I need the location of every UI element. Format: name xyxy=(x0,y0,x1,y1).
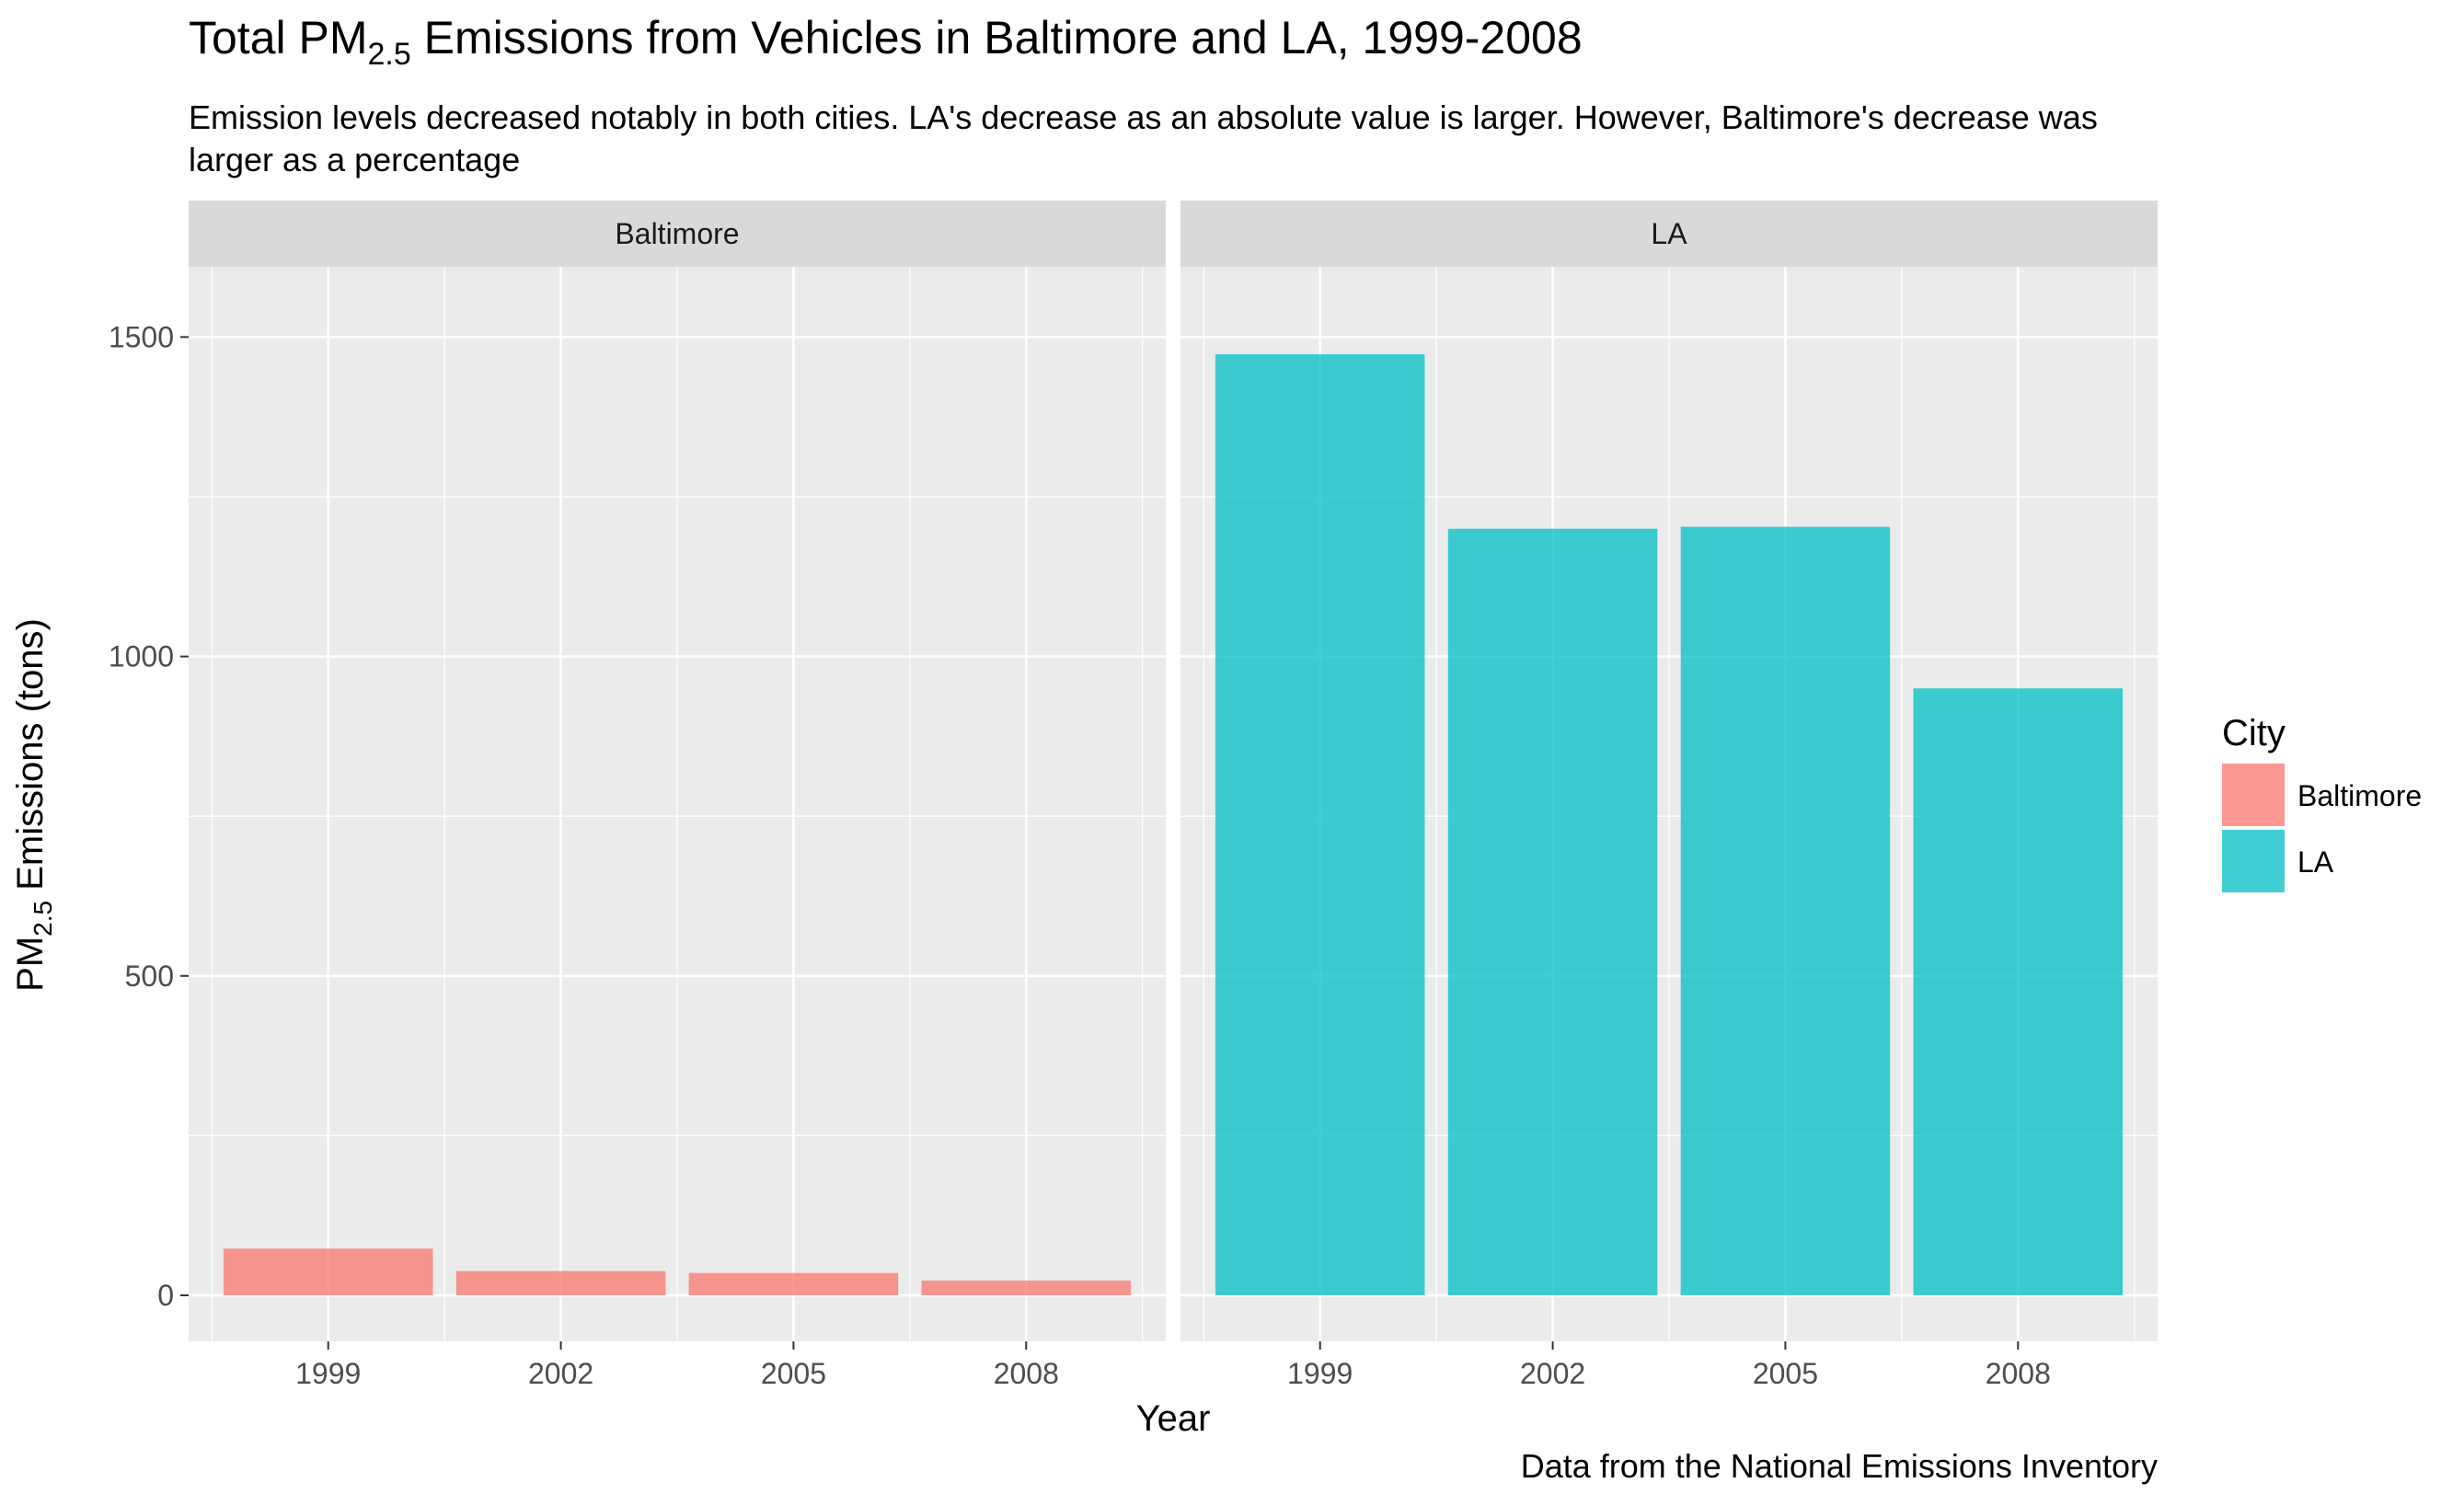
facet-panels: Baltimore 1999 2002 2005 2008 LA 1999 2002 2005 2… xyxy=(109,201,2158,1390)
x-tick-label-la-2002: 2002 xyxy=(1520,1357,1585,1390)
y-tick-label-0: 0 xyxy=(157,1279,174,1312)
y-axis-title: PM2.5 Emissions (tons) xyxy=(10,618,57,992)
y-tick-label-1000: 1000 xyxy=(109,640,174,673)
y-axis-title-subscript: 2.5 xyxy=(29,901,57,937)
y-tick-label-1500: 1500 xyxy=(109,320,174,353)
legend: City Baltimore LA xyxy=(2222,713,2422,892)
facet-strip-label-baltimore: Baltimore xyxy=(615,217,739,250)
bar-la-2008 xyxy=(1913,688,2124,1296)
x-tick-label-baltimore-2005: 2005 xyxy=(761,1357,826,1390)
x-tick-label-baltimore-1999: 1999 xyxy=(295,1357,361,1390)
chart-title-prefix: Total PM xyxy=(189,12,368,63)
chart-title-suffix: Emissions from Vehicles in Baltimore and… xyxy=(411,12,1583,63)
legend-key-la xyxy=(2222,830,2285,892)
facet-strip-label-la: LA xyxy=(1651,217,1687,250)
bar-baltimore-2005 xyxy=(688,1272,899,1296)
x-tick-label-la-2008: 2008 xyxy=(1986,1357,2051,1390)
chart-title: Total PM2.5 Emissions from Vehicles in B… xyxy=(189,12,1583,72)
x-tick-label-la-1999: 1999 xyxy=(1287,1357,1353,1390)
chart-subtitle-line-2: larger as a percentage xyxy=(189,141,520,178)
legend-label-la: LA xyxy=(2297,845,2334,879)
bar-la-1999 xyxy=(1215,354,1425,1296)
legend-title: City xyxy=(2222,713,2286,753)
y-tick-label-500: 500 xyxy=(125,960,174,993)
bar-la-2002 xyxy=(1447,528,1658,1296)
legend-key-baltimore xyxy=(2222,764,2285,826)
bar-baltimore-2008 xyxy=(921,1281,1132,1296)
chart-subtitle-line-1: Emission levels decreased notably in bot… xyxy=(189,98,2098,136)
bar-baltimore-1999 xyxy=(223,1248,433,1296)
x-axis-title: Year xyxy=(1136,1398,1211,1439)
x-tick-label-la-2005: 2005 xyxy=(1753,1357,1818,1390)
chart-caption: Data from the National Emissions Invento… xyxy=(1521,1447,2158,1485)
bar-baltimore-2002 xyxy=(455,1270,666,1296)
chart-title-subscript: 2.5 xyxy=(368,37,411,72)
x-tick-label-baltimore-2008: 2008 xyxy=(994,1357,1059,1390)
bar-la-2005 xyxy=(1680,526,1891,1296)
x-tick-label-baltimore-2002: 2002 xyxy=(528,1357,593,1390)
legend-label-baltimore: Baltimore xyxy=(2297,779,2422,812)
y-axis-title-suffix: Emissions (tons) xyxy=(10,618,51,901)
facet-strip-baltimore xyxy=(189,201,1166,267)
y-axis-title-prefix: PM xyxy=(10,937,51,992)
facet-strip-la xyxy=(1180,201,2158,267)
